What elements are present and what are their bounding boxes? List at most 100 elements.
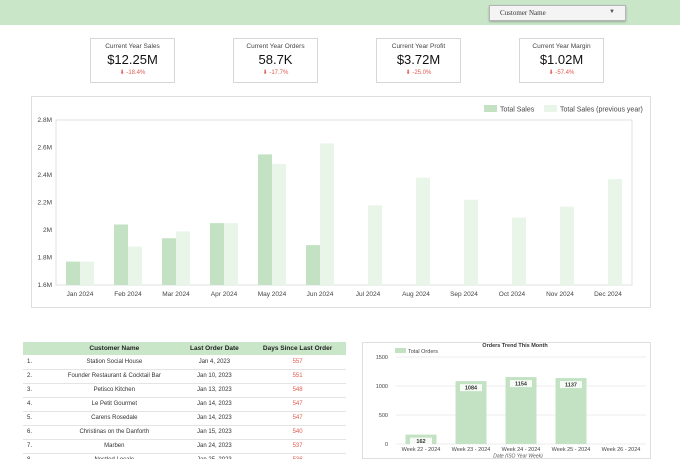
kpi-value: 58.7K [258, 52, 293, 67]
column-header-last-order-date[interactable]: Last Order Date [179, 342, 250, 355]
legend-label: Total Sales [500, 107, 535, 114]
kpi-delta-value: -25.0% [412, 70, 432, 76]
dropdown-caret-icon: ▼ [609, 9, 615, 15]
cell-last-order-date: Jan 24, 2023 [179, 439, 250, 454]
kpi-delta: ⬇ -57.4% [520, 69, 603, 76]
bar-total-sales-previous-year [80, 261, 94, 285]
x-tick-label: Week 24 - 2024 [502, 447, 541, 453]
x-tick-label: Dec 2024 [594, 291, 622, 298]
row-number: 8. [23, 453, 49, 459]
cell-customer-name: Petisco Kitchen [49, 383, 180, 398]
row-number: 2. [23, 369, 49, 384]
bar-total-sales [162, 238, 176, 285]
table-row[interactable]: 4. Le Petit Gourmet Jan 14, 2023 547 [23, 397, 346, 412]
table-row[interactable]: 1. Station Social House Jan 4, 2023 557 [23, 355, 346, 370]
x-tick-label: Sep 2024 [450, 291, 478, 298]
orders-trend-chart: Orders Trend This Month Total Orders 0 500 1… [376, 343, 646, 459]
table-row[interactable]: 6. Christinas on the Danforth Jan 15, 2023… [23, 425, 346, 440]
x-tick-label: Nov 2024 [546, 291, 574, 298]
y-tick-label: 2.2M [38, 200, 52, 207]
cell-customer-name: Station Social House [49, 355, 180, 370]
x-tick-label: Oct 2024 [499, 291, 526, 298]
y-tick-label: 2.8M [38, 117, 52, 124]
kpi-delta: ⬇ -18.4% [91, 69, 174, 76]
bar-total-sales-previous-year [128, 246, 142, 285]
bar-total-sales [210, 223, 224, 285]
y-tick-label: 1000 [376, 384, 388, 390]
table-row[interactable]: 7. Marben Jan 24, 2023 537 [23, 439, 346, 454]
x-tick-label: Jun 2024 [307, 291, 334, 298]
orders-trend-panel: Orders Trend This Month Total Orders 0 500 1… [362, 342, 651, 459]
data-label: 162 [416, 439, 425, 445]
cell-customer-name: Founder Restaurant & Cocktail Bar [49, 369, 180, 384]
kpi-value: $1.02M [539, 52, 584, 67]
table-row[interactable]: 8.Nestled LocaleJan 25, 2023536 [23, 453, 346, 459]
cell-days-since: 540 [249, 425, 346, 440]
x-tick-label: May 2024 [258, 291, 287, 298]
table-row[interactable]: 3. Petisco Kitchen Jan 13, 2023 548 [23, 383, 346, 398]
kpi-title: Current Year Profit [391, 43, 446, 50]
legend-swatch-total-orders [395, 348, 406, 353]
customer-name-filter-dropdown[interactable]: Customer Name ▼ [489, 5, 626, 21]
legend-swatch-previous-year [544, 105, 557, 112]
bar-total-sales-previous-year [224, 223, 238, 285]
bar-total-sales [306, 245, 320, 285]
data-label-bg [510, 380, 532, 388]
cell-customer-name: Christinas on the Danforth [49, 425, 180, 440]
cell-last-order-date: Jan 14, 2023 [179, 397, 250, 412]
legend-label: Total Sales (previous year) [560, 107, 643, 114]
kpi-value: $3.72M [396, 52, 441, 67]
kpi-value: $12.25M [107, 52, 158, 67]
customer-table: Customer Name Last Order Date Days Since… [23, 342, 346, 459]
column-header-num [23, 342, 49, 355]
y-tick-label: 1.6M [38, 282, 52, 289]
cell-days-since: 557 [249, 355, 346, 370]
cell-customer-name: Carens Rosedale [49, 411, 180, 426]
bar-total-orders [555, 378, 587, 444]
bar-total-sales-previous-year [512, 217, 526, 285]
bar-total-sales-previous-year [608, 179, 622, 285]
cell-customer-name: Le Petit Gourmet [49, 397, 180, 412]
cell-customer-name: Marben [49, 439, 180, 454]
down-arrow-icon: ⬇ [548, 70, 554, 76]
bar-total-orders [455, 381, 487, 444]
data-label: 1084 [465, 386, 478, 392]
cell-days-since: 547 [249, 397, 346, 412]
bar-total-sales [66, 261, 80, 285]
bar-total-sales-previous-year [176, 231, 190, 285]
x-tick-label: Week 23 - 2024 [452, 447, 491, 453]
x-tick-label: Week 25 - 2024 [552, 447, 591, 453]
kpi-title: Current Year Sales [105, 43, 160, 50]
cell-days-since: 536 [249, 453, 346, 459]
bar-total-sales-previous-year [416, 177, 430, 285]
down-arrow-icon: ⬇ [262, 70, 268, 76]
y-tick-label: 1.8M [38, 255, 52, 262]
legend-swatch-total-sales [484, 105, 497, 112]
y-tick-label: 2.6M [38, 145, 52, 152]
row-number: 6. [23, 425, 49, 440]
column-header-days-since[interactable]: Days Since Last Order [249, 342, 346, 355]
cell-last-order-date: Jan 15, 2023 [179, 425, 250, 440]
kpi-title: Current Year Margin [532, 43, 591, 50]
row-number: 3. [23, 383, 49, 398]
bar-total-sales-previous-year [560, 206, 574, 285]
x-axis-label: Date (ISO Year Week) [493, 454, 543, 459]
data-label-bg [560, 381, 582, 389]
bar-total-sales-previous-year [320, 143, 334, 285]
data-label-bg [410, 437, 432, 445]
kpi-delta-value: -18.4% [126, 70, 146, 76]
kpi-card-orders: Current Year Orders 58.7K ⬇ -17.7% [233, 38, 318, 83]
table-row[interactable]: 2. Founder Restaurant & Cocktail Bar Jan 1… [23, 369, 346, 384]
row-number: 4. [23, 397, 49, 412]
data-label: 1154 [515, 382, 528, 388]
bar-total-sales-previous-year [272, 164, 286, 285]
bar-total-orders [505, 377, 537, 444]
column-header-customer-name[interactable]: Customer Name [49, 342, 180, 355]
table-row[interactable]: 5. Carens Rosedale Jan 14, 2023 547 [23, 411, 346, 426]
bar-total-sales [114, 224, 128, 285]
x-tick-label: Feb 2024 [114, 291, 142, 298]
kpi-delta-value: -17.7% [269, 70, 289, 76]
row-number: 1. [23, 355, 49, 370]
cell-days-since: 537 [249, 439, 346, 454]
x-tick-label: Mar 2024 [162, 291, 190, 298]
